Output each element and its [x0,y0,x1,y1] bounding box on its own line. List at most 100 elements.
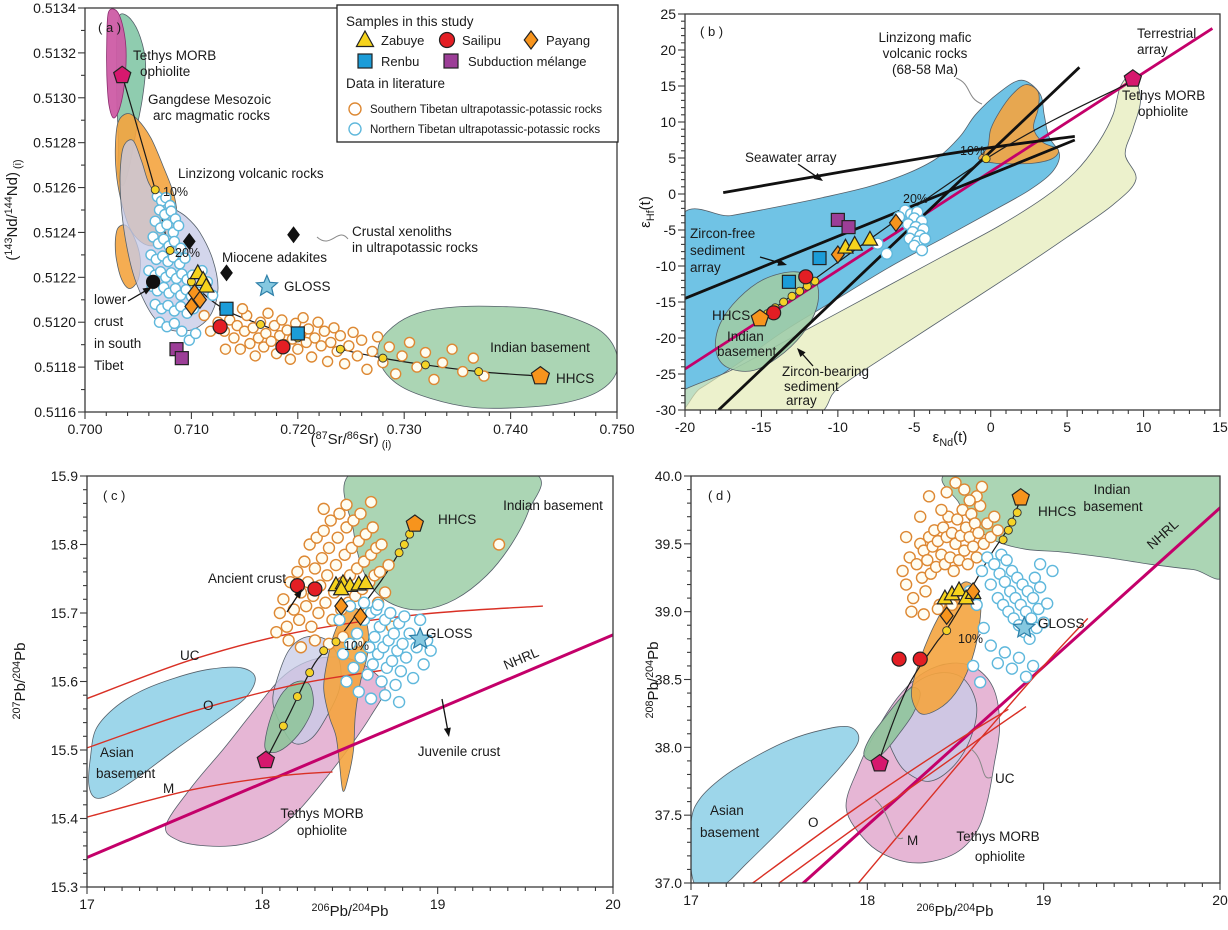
x-axis-label: εNd(t) [933,429,968,449]
northern-literature-point [398,610,411,623]
northern-literature-point [366,658,379,671]
tethys-label-1: Tethys MORB [1122,88,1205,103]
southern-literature-point [287,603,301,616]
series-northern-literature [333,596,437,709]
subduction-melange-point [830,212,845,228]
x-tick-label: 0.730 [387,421,422,437]
southern-literature-point [963,494,976,507]
gloss-point [255,273,279,297]
northern-literature-point [357,596,371,609]
northern-literature-point [988,557,1001,571]
lower-crust-2: crust [94,314,124,329]
payang-point [939,606,954,626]
northern-literature-point [1005,662,1019,675]
southern-literature-point [322,541,336,555]
southern-literature-point [297,312,309,324]
southern-literature-point [922,490,936,503]
northern-literature-point [368,630,381,644]
series-gloss [1012,615,1037,639]
northern-literature-point [363,641,376,654]
tethys-label-2: ophiolite [1138,104,1188,119]
hhcs-point [530,365,551,385]
panel-a: 0.700 0.710 0.720 0.730 0.740 0.750 0.5116 0.51… [3,0,635,451]
southern-literature-point [403,336,416,349]
y-tick-label: 0.5134 [33,0,76,16]
southern-literature-point [284,353,297,365]
southern-literature-point [319,596,332,609]
southern-literature-point [343,340,355,352]
y-tick-label: 39.5 [655,536,682,552]
southern-literature-point [958,483,971,496]
southern-literature-point [228,332,240,344]
renbu-point [290,326,305,341]
y-tick-label: 0.5132 [33,45,76,61]
northern-literature-point [352,685,365,698]
adakites-label: Miocene adakites [222,250,327,265]
mixing-dots-point [1012,508,1022,518]
green-field [264,680,314,754]
northern-literature-point [183,334,195,346]
southern-literature-point [467,352,480,364]
northern-literature-point [991,657,1005,670]
northern-literature-point [998,646,1012,659]
southern-literature-point [324,514,337,527]
southern-literature-point [383,341,396,353]
southern-literature-point [299,599,313,613]
northern-literature-point [984,578,997,591]
annotation-arrow [286,589,302,613]
subduction-melange-point [174,351,189,366]
y-tick-label: 15.5 [51,742,78,758]
southern-literature-point [899,578,913,591]
northern-literature-point [1019,670,1033,683]
southern-literature-point [389,368,402,380]
series-subduction-melange [169,342,189,366]
series-tethys-morb [1123,69,1143,87]
x-tick-label: -15 [751,419,771,435]
series-northern-literature [963,548,1059,689]
southern-literature-point [315,340,327,352]
y-tick-label: 5 [668,150,676,166]
southern-literature-point [277,593,290,606]
gangdese-label-1: Gangdese Mesozoic [148,92,271,107]
lower-crust-4: Tibet [94,358,124,373]
southern-literature-point [334,329,347,342]
southern-literature-point [249,350,261,362]
y-tick-label: 0.5118 [34,359,76,375]
mixing-dots-point [779,297,789,307]
zabuye-point [950,580,968,597]
series-crustal-xenoliths [182,226,300,282]
indian-label-1: Indian [727,329,764,344]
southern-literature-point [917,608,930,621]
mixing-dots-point [1003,525,1013,535]
y-tick-label: 15.7 [51,605,78,621]
pointer-curve [316,234,349,242]
pct10-label: 10% [163,185,188,199]
gloss-point [1012,615,1037,639]
x-tick-label: -10 [828,419,848,435]
m-line [87,771,333,818]
northern-literature-point [333,613,346,627]
southern-literature-point [988,510,1001,523]
y-tick-label: 15 [660,78,676,94]
indian-basement-field [377,305,617,409]
x-tick-label: -5 [908,419,921,435]
x-tick-label: 15 [1212,419,1228,435]
panel-tag: ( a ) [98,20,121,35]
zabuye-point [357,573,375,590]
y-tick-label: -25 [656,366,676,382]
xenoliths-label-1: Crustal xenoliths [352,224,452,239]
southern-literature-point [947,564,960,578]
northern-literature-point [378,689,392,702]
y-tick-label: 15.6 [51,674,78,690]
southern-literature-point [231,319,243,332]
southern-literature-point [366,345,378,358]
southern-literature-point [914,510,927,523]
annotation-arrow [441,698,451,737]
x-tick-label: 17 [79,896,95,912]
y-axis-label: (143Nd/144Nd) (i) [3,159,24,260]
southern-literature-point [457,365,469,378]
hhcs-label: HHCS [438,512,476,527]
southern-literature-point [329,558,343,572]
southern-literature-point [419,346,432,359]
zabuye-point [197,277,215,293]
